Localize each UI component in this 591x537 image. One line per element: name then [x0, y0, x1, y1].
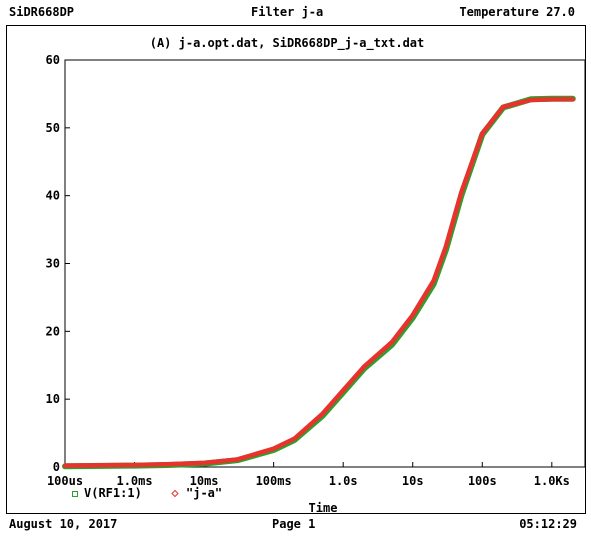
- series-line-sim: [62, 95, 576, 470]
- x-tick-label: 1.0Ks: [534, 474, 570, 488]
- legend-marker-diamond-icon: [171, 489, 179, 498]
- x-tick-label: 1.0s: [329, 474, 358, 488]
- y-tick-label: 20: [46, 324, 60, 338]
- series-line-data: [62, 97, 576, 468]
- chart-title: (A) j-a.opt.dat, SiDR668DP_j-a_txt.dat: [150, 36, 425, 51]
- x-tick-label: 100us: [47, 474, 83, 488]
- footer-page: Page 1: [272, 517, 316, 531]
- footer-date: August 10, 2017: [9, 517, 118, 531]
- y-tick-label: 10: [46, 392, 60, 406]
- x-tick-label: 100ms: [256, 474, 292, 488]
- y-axis: 0 10 20 30 40 50 60: [46, 53, 70, 474]
- legend: V(RF1:1) "j-a": [72, 486, 222, 500]
- x-tick-label: 1.0ms: [116, 474, 152, 488]
- header-left-label: SiDR668DP: [9, 5, 75, 19]
- y-tick-label: 50: [46, 121, 60, 135]
- y-tick-label: 30: [46, 257, 60, 271]
- series-layer: [62, 95, 576, 470]
- x-tick-label: 10ms: [190, 474, 219, 488]
- footer-time: 05:12:29: [519, 517, 577, 531]
- x-axis: 100us 1.0ms 10ms 100ms 1.0s 10s 100s 1.0Ks: [47, 462, 570, 488]
- legend-label-data: "j-a": [186, 486, 222, 500]
- y-tick-label: 60: [46, 53, 60, 67]
- y-tick-label: 40: [46, 189, 60, 203]
- legend-marker-square-icon: [72, 491, 78, 497]
- plot-area: [64, 59, 586, 468]
- x-axis-label: Time: [309, 501, 338, 515]
- header-center-label: Filter j-a: [251, 5, 324, 19]
- x-tick-label: 10s: [402, 474, 424, 488]
- y-tick-label: 0: [53, 460, 60, 474]
- legend-label-sim: V(RF1:1): [84, 486, 142, 500]
- x-tick-label: 100s: [468, 474, 497, 488]
- header-right-label: Temperature 27.0: [459, 5, 575, 19]
